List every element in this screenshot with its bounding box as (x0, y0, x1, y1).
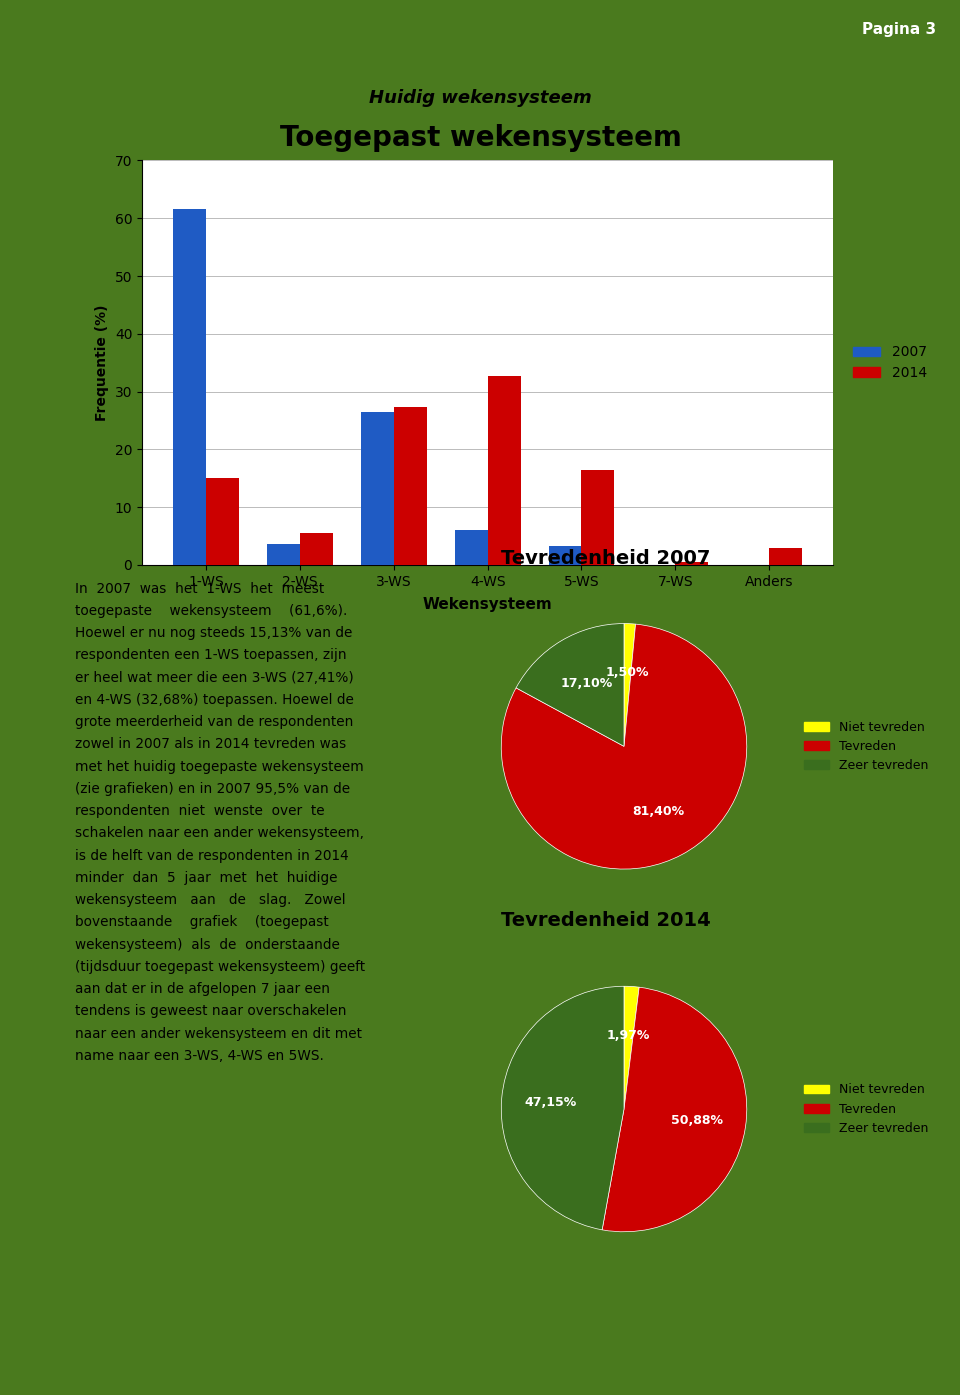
Text: Tevredenheid 2014: Tevredenheid 2014 (501, 911, 710, 930)
Bar (455, 530, 488, 565)
Wedge shape (501, 624, 747, 869)
Bar (361, 412, 394, 565)
Wedge shape (516, 624, 624, 746)
Bar (174, 209, 206, 565)
Text: 47,15%: 47,15% (524, 1096, 577, 1109)
Wedge shape (602, 988, 747, 1232)
Text: 1,50%: 1,50% (606, 667, 649, 679)
Wedge shape (624, 624, 636, 746)
Legend: Niet tevreden, Tevreden, Zeer tevreden: Niet tevreden, Tevreden, Zeer tevreden (799, 716, 933, 777)
X-axis label: Wekensysteem: Wekensysteem (422, 597, 553, 612)
Bar (549, 545, 582, 565)
Bar (394, 406, 426, 565)
Text: 81,40%: 81,40% (633, 805, 684, 817)
Legend: Niet tevreden, Tevreden, Zeer tevreden: Niet tevreden, Tevreden, Zeer tevreden (799, 1078, 933, 1140)
Bar (206, 477, 239, 565)
Text: 1,97%: 1,97% (607, 1030, 650, 1042)
Legend: 2007, 2014: 2007, 2014 (847, 339, 932, 386)
Text: Tevredenheid 2007: Tevredenheid 2007 (501, 548, 710, 568)
Bar (488, 377, 520, 565)
Text: Huidig wekensysteem: Huidig wekensysteem (370, 89, 592, 106)
Bar (267, 544, 300, 565)
Bar (675, 562, 708, 565)
Bar (582, 470, 614, 565)
Text: Toegepast wekensysteem: Toegepast wekensysteem (280, 124, 682, 152)
Y-axis label: Frequentie (%): Frequentie (%) (95, 304, 109, 421)
Wedge shape (501, 986, 624, 1230)
Text: 50,88%: 50,88% (671, 1113, 723, 1127)
Text: Pagina 3: Pagina 3 (862, 22, 936, 36)
Text: In  2007  was  het  1-WS  het  meest
toegepaste    wekensysteem    (61,6%).
Hoew: In 2007 was het 1-WS het meest toegepast… (75, 582, 365, 1063)
Bar (769, 548, 802, 565)
Text: 17,10%: 17,10% (561, 677, 612, 689)
Bar (300, 533, 333, 565)
Wedge shape (624, 986, 639, 1109)
